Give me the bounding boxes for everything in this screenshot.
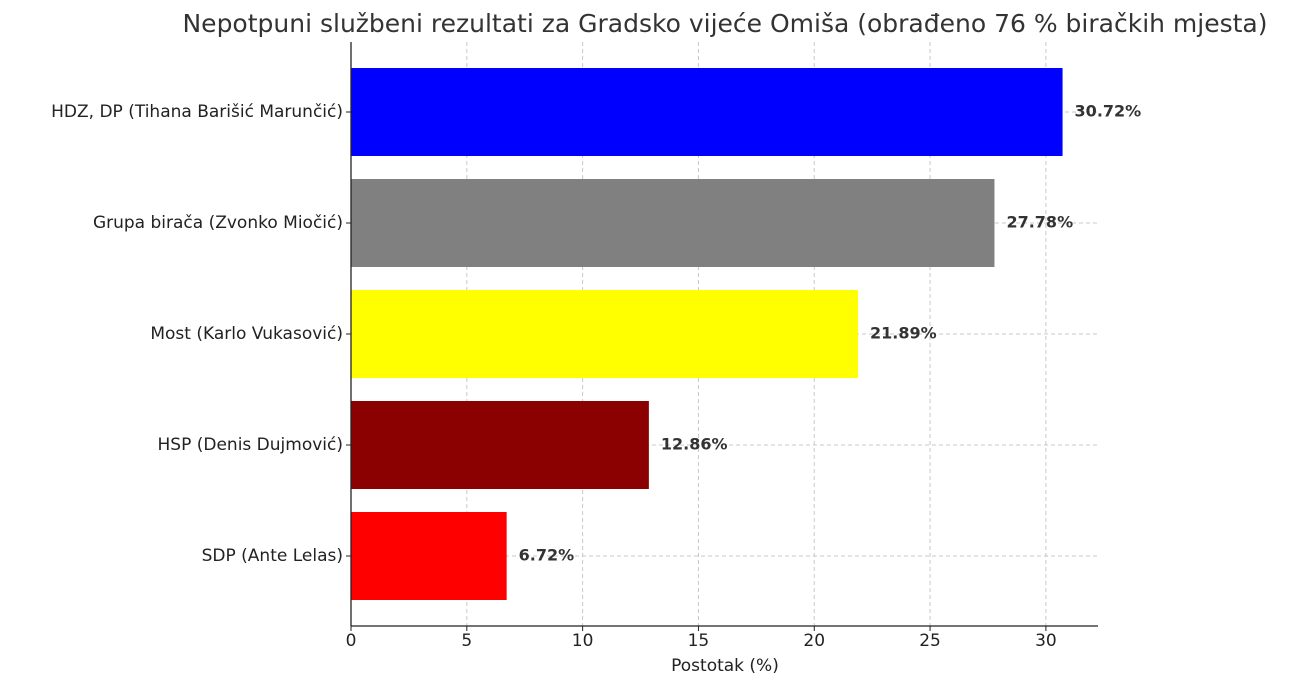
y-tick-label: HDZ, DP (Tihana Barišić Marunčić) — [51, 102, 343, 122]
bar — [351, 179, 995, 267]
x-tick-label: 20 — [803, 631, 825, 651]
bar — [351, 512, 507, 600]
y-tick-label: Grupa birača (Zvonko Miočić) — [93, 213, 343, 233]
value-label: 12.86% — [661, 435, 728, 454]
value-label: 27.78% — [1006, 213, 1073, 232]
x-tick-label: 0 — [346, 631, 357, 651]
x-tick-label: 5 — [461, 631, 472, 651]
value-label: 6.72% — [519, 546, 575, 565]
x-tick-label: 30 — [1035, 631, 1057, 651]
bar — [351, 68, 1063, 156]
y-tick-label: SDP (Ante Lelas) — [202, 546, 343, 566]
x-tick-label: 10 — [572, 631, 594, 651]
x-tick-label: 25 — [919, 631, 941, 651]
y-tick-label: HSP (Denis Dujmović) — [158, 435, 343, 455]
bar — [351, 290, 859, 378]
bar — [351, 401, 649, 489]
value-label: 30.72% — [1075, 102, 1142, 121]
x-tick-label: 15 — [688, 631, 710, 651]
y-tick-label: Most (Karlo Vukasović) — [150, 324, 343, 344]
value-label: 21.89% — [870, 324, 937, 343]
x-axis-label: Postotak (%) — [671, 656, 779, 676]
chart-title: Nepotpuni službeni rezultati za Gradsko … — [182, 9, 1267, 38]
